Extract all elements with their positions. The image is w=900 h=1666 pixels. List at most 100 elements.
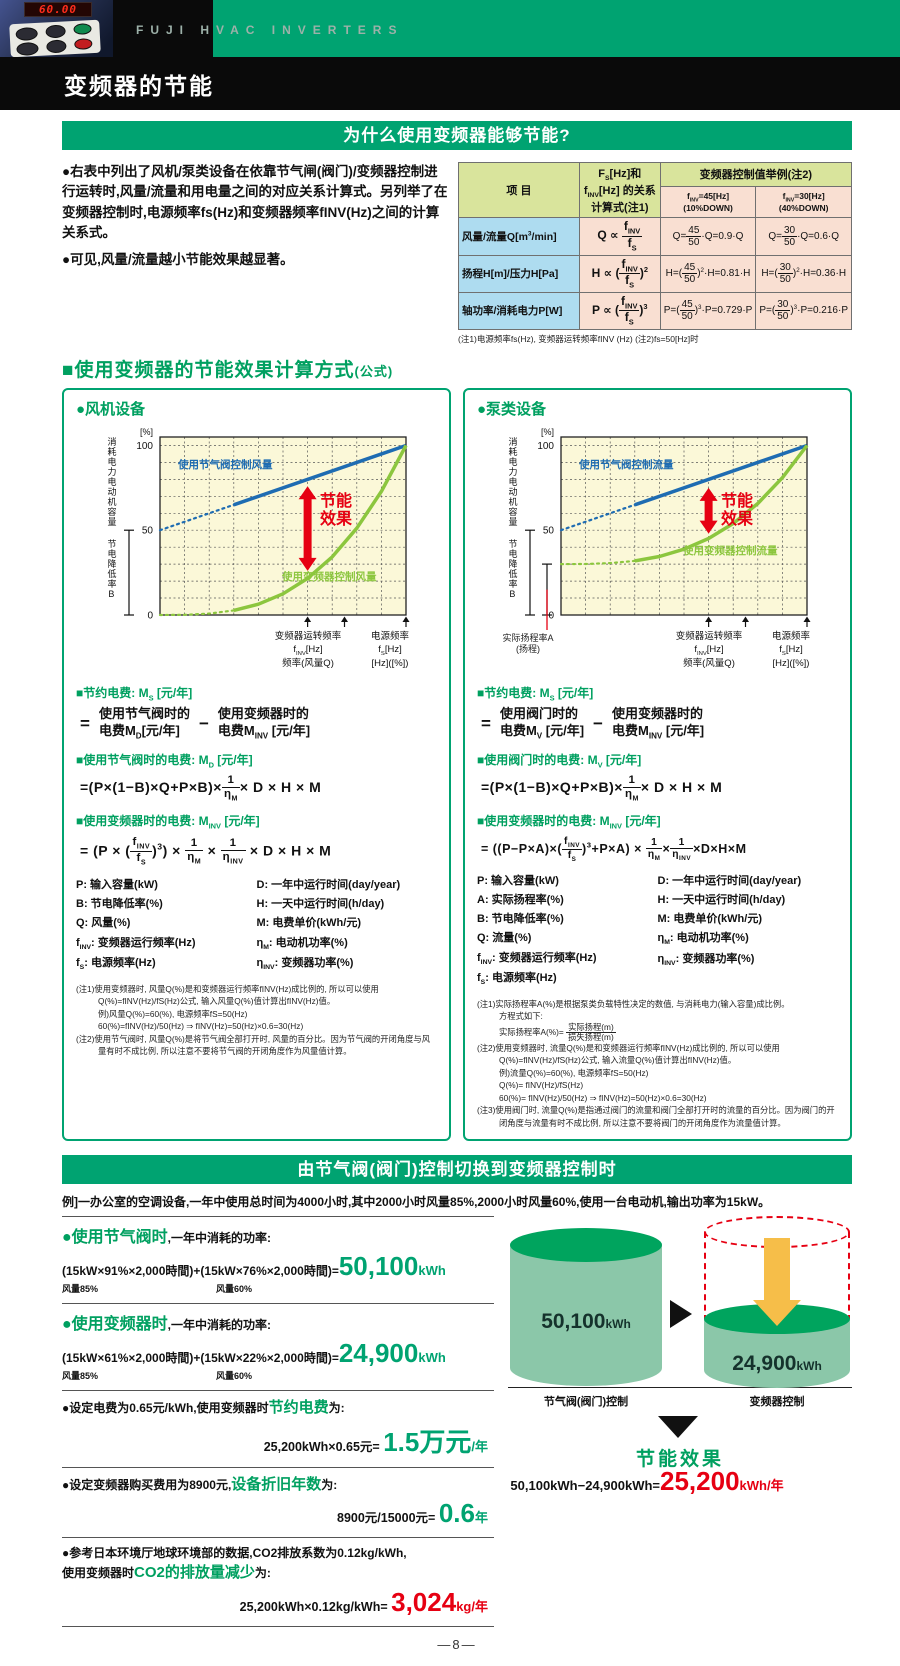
xtick2-line1: 电源频率	[771, 630, 810, 642]
block-lead: ●设定电费为0.65元/kWh,使用变频器时节约电费为:	[62, 1397, 494, 1420]
eq-rhs-bot: 电费MINV [元/年]	[217, 723, 311, 741]
fan-notes: (注1)使用变频器时, 风量Q(%)是和变频器运行频率fINV(Hz)成比例的,…	[76, 983, 437, 1058]
param: Q: 流量(%)	[477, 932, 532, 945]
equation-left: 50,100kWh−24,900kWh=	[510, 1478, 660, 1494]
pump-ms-equation: = 使用阀门时的 电费MV [元/年] − 使用变频器时的 电费MINV [元/年]	[477, 706, 838, 742]
bullet-1: ●右表中列出了风机/泵类设备在依靠节气闸(阀门)/变频器控制进行运转时,风量/流…	[62, 164, 448, 240]
param: B: 节电降低率(%)	[76, 898, 163, 911]
cylinder-unit: kWh	[796, 1359, 822, 1374]
eq-lhs-bot: 电费MV [元/年]	[499, 723, 585, 741]
xtick1-line2: fINV[Hz]	[694, 643, 724, 657]
top-photo-bar: 60.00 FUJI HVAC INVERTERS	[0, 0, 900, 57]
note-line: 实际扬程率A(%)= 实际扬程(m) 损失扬程(m)	[499, 1021, 616, 1042]
col-subheader-45hz: fINV=45[Hz](10%DOWN)	[659, 185, 757, 219]
example-text: 例]一办公室的空调设备,一年中使用总时间为4000小时,其中2000小时风量85…	[62, 1195, 771, 1210]
param: H: 一天中运行时间(h/day)	[657, 893, 786, 906]
pump-eq-rhs: 使用变频器时的 电费MINV [元/年]	[612, 706, 704, 742]
pump-ylabel: 消耗电力电动机容量	[507, 436, 518, 527]
minus-sign: −	[198, 714, 209, 734]
fan-params-left: P: 输入容量(kW) B: 节电降低率(%) Q: 风量(%) fINV: 变…	[76, 876, 257, 974]
svg-text:100: 100	[537, 441, 554, 452]
ground-line	[508, 1387, 852, 1389]
bottom-row: ●使用节气阀时,一年中消耗的功率: (15kW×91%×2,000時間)+(15…	[62, 1216, 852, 1627]
section1-banner: 为什么使用变频器能够节能?	[62, 121, 852, 150]
eq-lhs-top: 使用节气阀时的	[98, 706, 190, 722]
ghost-side	[848, 1232, 850, 1322]
xtick1-line1: 变频器运转频率	[274, 630, 342, 642]
header-green-block	[213, 0, 900, 57]
pump-chart: 0 50 100 [%] 消耗电力电动机容量 节电降低率B 使用节气阀控制流量 使用变…	[477, 421, 837, 675]
fan-eq-rhs: 使用变频器时的 电费MINV [元/年]	[218, 706, 310, 742]
relation-table-wrap: 项 目 FS[Hz]和fINV[Hz] 的关系计算式(注1) 变频器控制值举例(…	[458, 161, 853, 345]
param: ηM: 电动机功率(%)	[256, 936, 348, 951]
note-line: Q(%)=fINV(Hz)/fS(Hz)公式, 输入风量Q(%)值计算出fINV…	[98, 996, 336, 1007]
lead-tail: 为:	[254, 1566, 271, 1581]
result-unit: /年	[471, 1438, 488, 1454]
down-arrow-icon	[658, 1416, 698, 1439]
svg-text:0: 0	[147, 610, 153, 621]
xtick2-line3: [Hz]([%])	[371, 658, 409, 670]
equation-result: 25,200	[660, 1466, 740, 1497]
param: ηM: 电动机功率(%)	[657, 932, 749, 947]
lead-tail: 为:	[321, 1477, 338, 1492]
fan-inverter-curve-label: 使用变频器控制风量	[282, 570, 377, 583]
calc-text: 25,200kWh×0.65元=	[263, 1439, 380, 1454]
block-calc: 8900元/15000元= 0.6年	[62, 1498, 494, 1529]
saving-equation: 50,100kWh−24,900kWh=25,200kWh/年	[442, 1466, 852, 1497]
xtick1-line1: 变频器运转频率	[675, 630, 743, 642]
param: fINV: 变频器运行频率(Hz)	[76, 936, 196, 951]
throttle-cylinder: 50,100kWh	[510, 1228, 662, 1387]
inverter-cylinder-label: 变频器控制	[749, 1396, 805, 1409]
pump-valve-curve-label: 使用节气阀控制流量	[579, 458, 674, 471]
eq-lhs-bot: 电费MD[元/年]	[98, 723, 180, 741]
row-ex30: Q= 30 50 ·Q=0.6·Q	[755, 217, 852, 256]
fan-params-right: D: 一年中运行时间(day/year) H: 一天中运行时间(h/day) M…	[257, 876, 438, 974]
equals-sign: =	[80, 714, 90, 734]
result-value: 3,024	[391, 1586, 457, 1617]
cylinder-value: 24,900	[732, 1352, 797, 1376]
pump-params-left: P: 输入容量(kW) A: 实际扬程率(%) B: 节电降低率(%) Q: 流…	[477, 872, 658, 989]
svg-text:50: 50	[142, 525, 154, 536]
fan-ylabel: 消耗电力电动机容量	[106, 436, 117, 527]
block-formula: (15kW×61%×2,000時間)+(15kW×22%×2,000時間)=24…	[62, 1338, 494, 1369]
sublabel: 风量60%	[216, 1284, 253, 1295]
lead-emphasis: CO2的排放量减少	[134, 1564, 255, 1582]
result-unit: 年	[474, 1510, 488, 1526]
intro-row: ●右表中列出了风机/泵类设备在依靠节气闸(阀门)/变频器控制进行运转时,风量/流…	[62, 161, 853, 345]
note-line: (注3)使用阀门时, 流量Q(%)是指通过阀门的流量和阀门全部打开时的流量的百分…	[477, 1105, 835, 1128]
param: fS: 电源频率(Hz)	[477, 971, 557, 986]
result-value: 50,100	[338, 1251, 419, 1282]
row-item: 轴功率/消耗电力P[W]	[458, 291, 580, 330]
co2-block: ●参考日本环境厅地球环境部的数据,CO2排放系数为0.12kg/kWh, 使用变频…	[62, 1538, 494, 1627]
block-formula: (15kW×91%×2,000時間)+(15kW×76%×2,000時間)=50…	[62, 1251, 494, 1282]
note-line: 60(%)= fINV(Hz)/50(Hz) ⇒ fINV(Hz)=50(Hz)…	[499, 1092, 707, 1103]
inverter-power-block: ●使用变频器时,一年中消耗的功率: (15kW×61%×2,000時間)+(15…	[62, 1304, 494, 1392]
section2-heading-suffix: (公式)	[354, 363, 394, 379]
page-content: 为什么使用变频器能够节能? ●右表中列出了风机/泵类设备在依靠节气闸(阀门)/变…	[0, 121, 900, 1666]
eq-lhs-top: 使用阀门时的	[499, 706, 578, 722]
xtick2-line3: [Hz]([%])	[772, 658, 810, 670]
table-row: 轴功率/消耗电力P[W] P ∝ (fINV fS)3 P=(45 50)3·P=0…	[458, 291, 852, 330]
head-ratio-line2: (扬程)	[516, 644, 540, 655]
svg-text:100: 100	[136, 441, 153, 452]
note-line: 例)风量Q(%)=60(%), 电源频率fS=50(Hz)	[98, 1008, 248, 1019]
pump-head-ratio-label: 实际扬程率A (扬程)	[481, 633, 575, 656]
pump-ms-head: ■节约电费: MS [元/年]	[477, 685, 594, 703]
eq-rhs-top: 使用变频器时的	[611, 706, 703, 722]
note-line: 方程式如下:	[499, 1011, 543, 1022]
pump-mv-formula: =(P×(1−B)×Q+P×B)× 1 ηM × D × H × M	[481, 774, 723, 803]
note-line: 例)流量Q(%)=60(%), 电源频率fS=50(Hz)	[499, 1067, 649, 1078]
param: D: 一年中运行时间(day/year)	[657, 874, 802, 887]
row-relation: H ∝ (fINV fS)2	[578, 254, 661, 293]
row-item: 扬程H[m]/压力H[Pa]	[458, 254, 580, 293]
block-head-rest: ,一年中消耗的功率:	[167, 1318, 272, 1333]
svg-text:[%]: [%]	[541, 427, 554, 437]
fan-box: ●风机设备 0 50 100 [%] 消耗电力电动机容量 节电降低率B 使用节气阀控制…	[62, 387, 451, 1142]
result-value: 0.6	[438, 1498, 475, 1529]
page-number: —8—	[437, 1636, 477, 1652]
pump-bracket-label: 节电降低率B	[507, 538, 518, 600]
equals-sign: =	[481, 714, 491, 734]
xtick2-line2: fS[Hz]	[378, 643, 402, 657]
calc-text: 25,200kWh×0.12kg/kWh=	[239, 1599, 388, 1614]
